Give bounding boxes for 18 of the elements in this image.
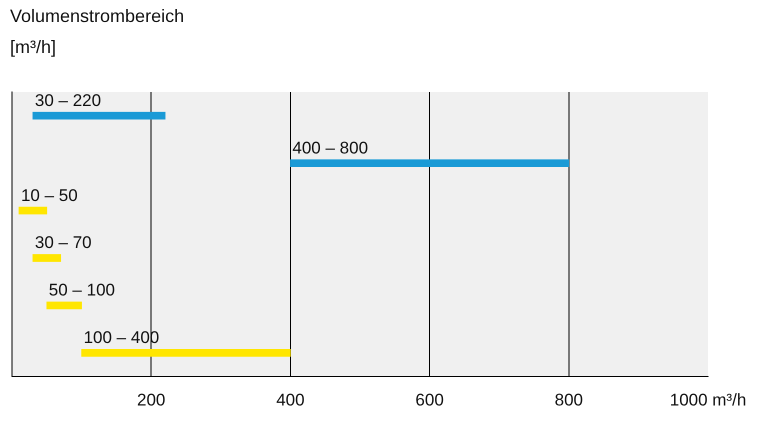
annotation: 400 – 800 [292, 138, 368, 158]
bar [32, 254, 62, 262]
bar [18, 206, 48, 214]
annotation: 30 – 220 [34, 90, 102, 110]
bar [290, 159, 570, 167]
x-tick-label: 200 [137, 390, 166, 410]
x-tick-label: 1000 m³/h [670, 390, 746, 410]
bar [81, 349, 291, 357]
annotation: 50 – 100 [48, 280, 115, 300]
chart-subtitle: [m³/h] [10, 37, 56, 58]
chart-title: Volumenstrombereich [10, 6, 184, 27]
x-tick-label: 800 [554, 390, 583, 410]
bar [46, 302, 82, 310]
x-tick-label: 400 [276, 390, 305, 410]
annotation: 30 – 70 [34, 233, 92, 252]
bar [32, 112, 166, 120]
annotation: 10 – 50 [20, 186, 78, 205]
x-tick-label: 600 [415, 390, 444, 410]
